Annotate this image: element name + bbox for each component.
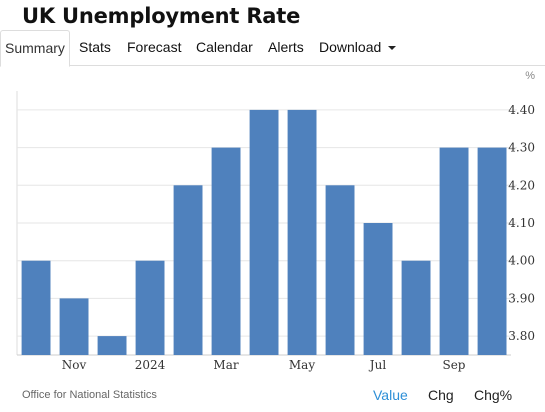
view-tab-value[interactable]: Value bbox=[373, 387, 408, 403]
bar[interactable] bbox=[97, 336, 127, 355]
tab-bar: Summary Stats Forecast Calendar Alerts D… bbox=[0, 30, 545, 67]
download-menu[interactable]: Download bbox=[319, 30, 397, 65]
x-tick-label: 2024 bbox=[135, 358, 166, 372]
bar[interactable] bbox=[363, 223, 393, 355]
bar[interactable] bbox=[59, 298, 89, 355]
y-axis-unit: % bbox=[525, 70, 535, 82]
bar[interactable] bbox=[173, 185, 203, 355]
bar[interactable] bbox=[439, 147, 469, 355]
tab-calendar[interactable]: Calendar bbox=[196, 39, 253, 55]
y-tick-label: 4.00 bbox=[508, 254, 535, 268]
y-tick-label: 4.30 bbox=[508, 141, 535, 155]
bar[interactable] bbox=[249, 109, 279, 356]
view-tab-chg[interactable]: Chg bbox=[428, 387, 454, 403]
y-tick-label: 4.20 bbox=[508, 178, 535, 192]
y-tick-label: 3.90 bbox=[508, 291, 535, 305]
y-tick-label: 3.80 bbox=[508, 329, 535, 343]
y-tick-label: 4.10 bbox=[508, 216, 535, 230]
x-tick-label: Sep bbox=[442, 358, 465, 372]
tab-stats[interactable]: Stats bbox=[79, 39, 111, 55]
bar[interactable] bbox=[287, 109, 317, 356]
bar[interactable] bbox=[135, 260, 165, 355]
tab-forecast[interactable]: Forecast bbox=[127, 39, 182, 55]
bar[interactable] bbox=[211, 147, 241, 355]
bar[interactable] bbox=[401, 260, 431, 355]
bar[interactable] bbox=[477, 147, 507, 355]
x-tick-label: Mar bbox=[213, 358, 238, 372]
chevron-down-icon bbox=[388, 46, 397, 51]
bar[interactable] bbox=[21, 260, 51, 355]
x-tick-label: Nov bbox=[62, 358, 87, 372]
x-tick-label: Jul bbox=[368, 358, 387, 372]
tab-bar-divider bbox=[70, 65, 545, 66]
view-tab-chg-percent[interactable]: Chg% bbox=[474, 387, 513, 403]
unemployment-bar-chart: % 3.80 3.90 4.00 4.10 4.20 4.30 4.40 Nov 2024 Ma… bbox=[16, 70, 535, 372]
tab-alerts[interactable]: Alerts bbox=[268, 39, 304, 55]
download-label: Download bbox=[319, 39, 382, 55]
bar[interactable] bbox=[325, 185, 355, 355]
source-label: Office for National Statistics bbox=[22, 389, 157, 401]
tab-summary[interactable]: Summary bbox=[0, 30, 70, 67]
y-tick-label: 4.40 bbox=[508, 103, 535, 117]
page-title: UK Unemployment Rate bbox=[22, 4, 301, 28]
x-tick-label: May bbox=[289, 358, 315, 372]
